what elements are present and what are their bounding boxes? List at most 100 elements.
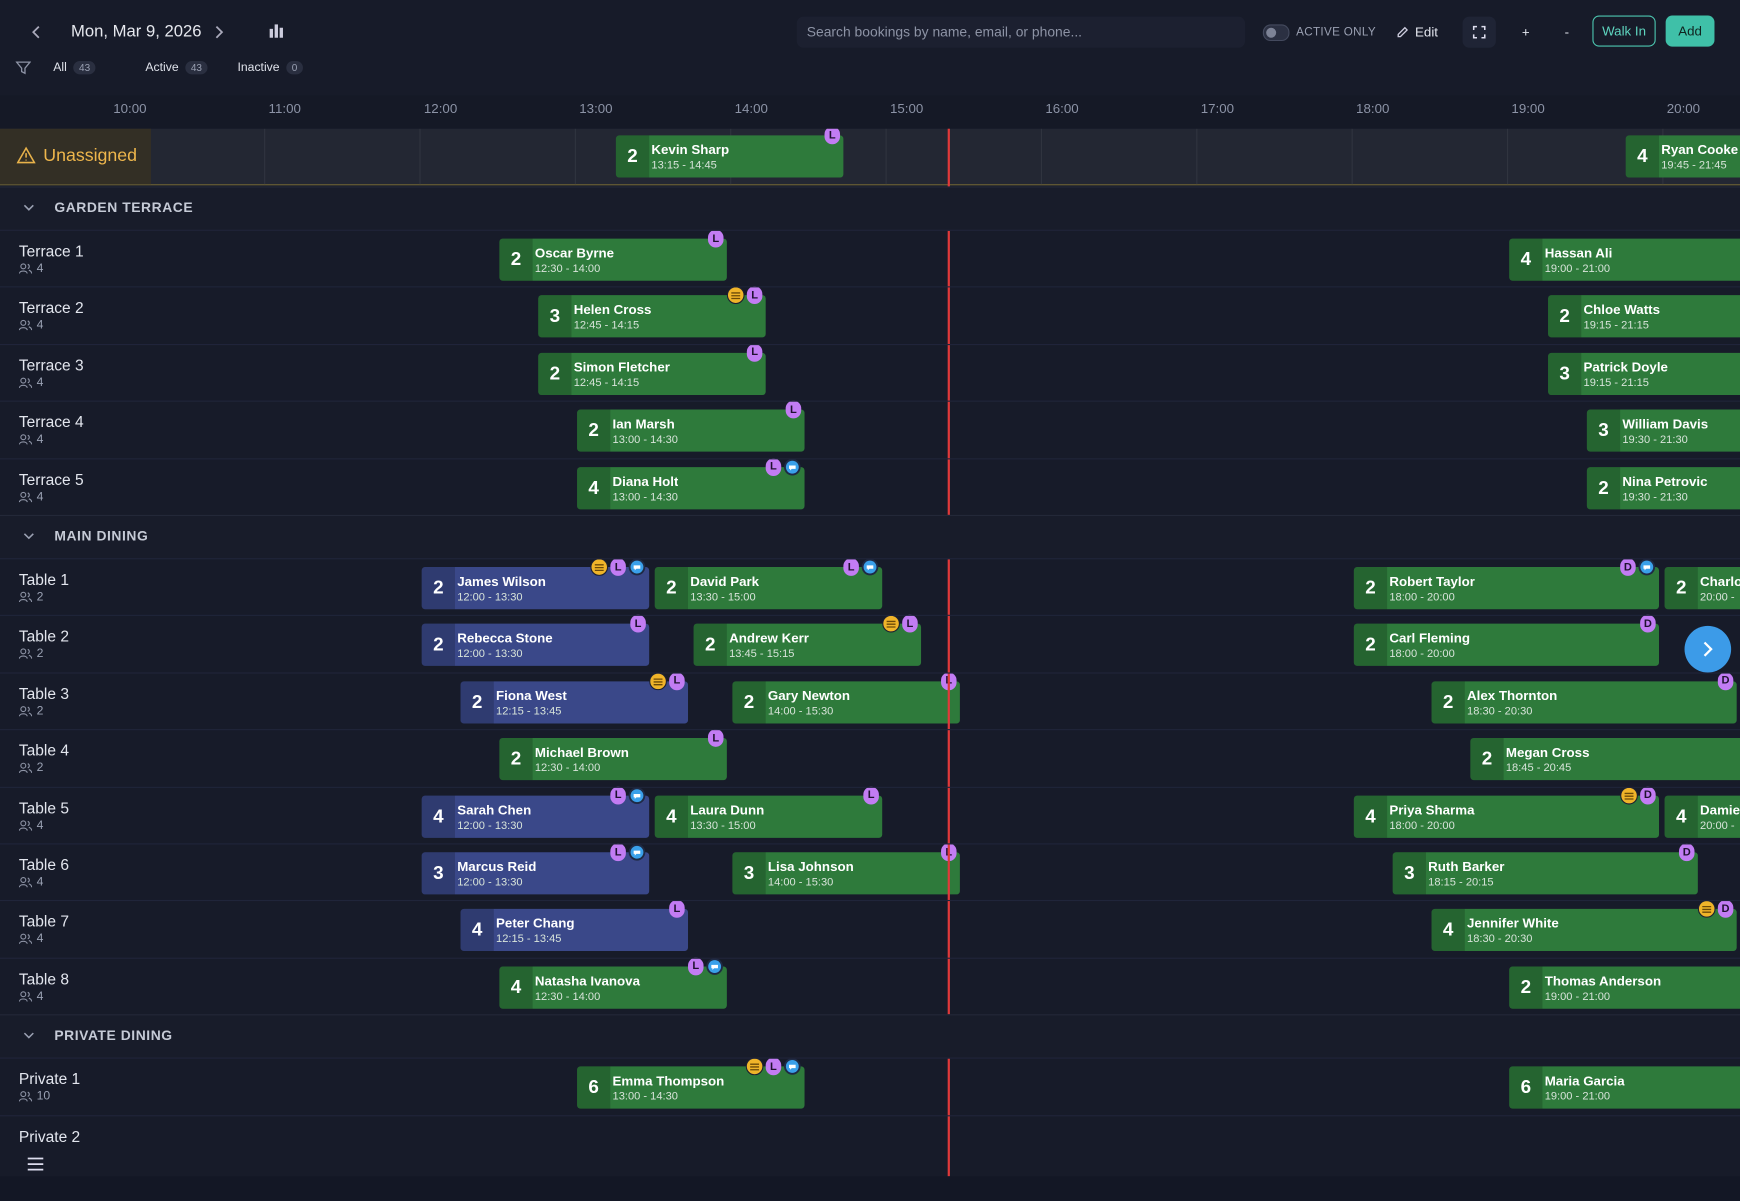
booking[interactable]: 2 Chloe Watts 19:15 - 21:15 [1548, 295, 1740, 338]
menu-icon[interactable] [27, 1156, 45, 1172]
walk-in-button[interactable]: Walk In [1592, 15, 1656, 47]
next-day[interactable] [211, 23, 227, 41]
booking-time: 19:30 - 21:30 [1622, 434, 1688, 447]
party-size: 4 [1509, 238, 1543, 281]
booking[interactable]: 4 Peter Chang 12:15 - 13:45 L [460, 900, 689, 952]
party-size: 6 [577, 1066, 611, 1109]
scroll-right-button[interactable] [1684, 625, 1732, 673]
people-icon [18, 377, 33, 388]
booking[interactable]: 3 William Davis 19:30 - 21:30 [1586, 409, 1740, 452]
search-box[interactable]: Search bookings by name, email, or phone… [796, 16, 1246, 48]
booking[interactable]: 4 Damie 20:00 - [1664, 795, 1740, 838]
note-icon [706, 958, 723, 975]
capacity-value: 4 [36, 432, 44, 447]
booking[interactable]: 2 Rebecca Stone 12:00 - 13:30 L [421, 615, 650, 667]
booking[interactable]: 4 Natasha Ivanova 12:30 - 14:00 L [499, 957, 727, 1009]
booking[interactable]: 2 Kevin Sharp 13:15 - 14:45 L [615, 128, 844, 178]
booking[interactable]: 2 Oscar Byrne 12:30 - 14:00 L [499, 229, 727, 281]
date[interactable]: Mon, Mar 9, 2026 [71, 22, 202, 42]
zoom-in[interactable]: + [1521, 24, 1530, 40]
booking-info: Kevin Sharp 13:15 - 14:45 [649, 135, 729, 177]
guest-name: Fiona West [496, 687, 567, 704]
fullscreen-button[interactable] [1462, 16, 1496, 48]
booking[interactable]: 3 Helen Cross 12:45 - 14:15 L [538, 286, 766, 338]
booking-info: Nina Petrovic 19:30 - 21:30 [1620, 467, 1707, 509]
booking[interactable]: 2 Fiona West 12:15 - 13:45 L [460, 672, 689, 724]
stats-icon[interactable] [269, 23, 285, 39]
hour-label: 20:00 [1666, 100, 1701, 117]
booking[interactable]: 4 Priya Sharma 18:00 - 20:00 D [1353, 786, 1660, 838]
note-icon [628, 843, 646, 861]
booking[interactable]: 2 Nina Petrovic 19:30 - 21:30 [1586, 466, 1740, 509]
booking[interactable]: 2 Thomas Anderson 19:00 - 21:00 [1509, 966, 1740, 1009]
booking[interactable]: 4 Ryan Cooke 19:45 - 21:45 [1625, 135, 1740, 178]
people-icon [18, 491, 33, 502]
guest-name: James Wilson [457, 573, 546, 590]
booking[interactable]: 6 Emma Thompson 13:00 - 14:30 L [577, 1057, 805, 1109]
booking[interactable]: 2 James Wilson 12:00 - 13:30 L [421, 558, 650, 610]
booking-info: Oscar Byrne 12:30 - 14:00 [533, 239, 614, 281]
party-size: 4 [460, 909, 494, 952]
warning-icon [16, 146, 36, 164]
booking[interactable]: 2 Alex Thornton 18:30 - 20:30 D [1431, 672, 1737, 724]
booking-info: Lisa Johnson 14:00 - 15:30 [766, 852, 854, 894]
booking[interactable]: 4 Jennifer White 18:30 - 20:30 D [1431, 900, 1737, 952]
booking-time: 12:45 - 14:15 [573, 320, 640, 333]
booking[interactable]: 2 David Park 13:30 - 15:00 L [654, 558, 883, 610]
hour-label: 18:00 [1356, 100, 1390, 117]
booking[interactable]: 3 Marcus Reid 12:00 - 13:30 L [421, 843, 650, 895]
booking[interactable]: 3 Patrick Doyle 19:15 - 21:15 [1548, 352, 1740, 395]
booking-info: Peter Chang 12:15 - 13:45 [494, 909, 574, 951]
booking[interactable]: 2 Simon Fletcher 12:45 - 14:15 L [538, 343, 766, 395]
table-row [0, 729, 1740, 787]
booking[interactable]: 2 Carl Fleming 18:00 - 20:00 D [1353, 615, 1660, 667]
filter-tab[interactable]: Inactive 0 [229, 59, 312, 77]
booking-time: 12:15 - 13:45 [496, 933, 562, 946]
footer [0, 1176, 1740, 1201]
guest-name: David Park [690, 573, 760, 590]
booking-tags: D [1717, 672, 1734, 691]
booking-tags: L [824, 128, 841, 145]
booking[interactable]: 4 Hassan Ali 19:00 - 21:00 [1509, 238, 1740, 281]
booking[interactable]: 2 Robert Taylor 18:00 - 20:00 D [1353, 558, 1660, 610]
table-row [0, 1114, 1740, 1173]
booking[interactable]: 2 Charlo 20:00 - [1664, 567, 1740, 610]
booking[interactable]: 2 Andrew Kerr 13:45 - 15:15 L [693, 615, 922, 667]
edit-button[interactable]: Edit [1385, 17, 1449, 48]
table-name: Table 5 [18, 798, 69, 817]
tag-badge: L [669, 672, 685, 691]
filter-tab[interactable]: All 43 [44, 59, 104, 77]
booking-time: 13:15 - 14:45 [651, 159, 717, 173]
party-size: 2 [499, 238, 533, 281]
table-name: Table 2 [18, 627, 69, 646]
booking[interactable]: 2 Megan Cross 18:45 - 20:45 [1470, 738, 1740, 781]
booking[interactable]: 4 Sarah Chen 12:00 - 13:30 L [421, 786, 650, 838]
party-size: 2 [421, 624, 455, 667]
toggle[interactable] [1262, 24, 1290, 42]
booking[interactable]: 2 Ian Marsh 13:00 - 14:30 L [577, 400, 805, 452]
scroll-right-icon [1703, 641, 1713, 657]
booking[interactable]: 4 Diana Holt 13:00 - 14:30 L [577, 457, 805, 509]
booking[interactable]: 6 Maria Garcia 19:00 - 21:00 [1509, 1066, 1740, 1109]
table-name: Terrace 3 [18, 355, 84, 374]
prev-day[interactable] [29, 23, 45, 41]
filter-tab[interactable]: Active 43 [136, 59, 216, 77]
booking-time: 18:00 - 20:00 [1389, 819, 1455, 832]
booking-time: 19:00 - 21:00 [1544, 1091, 1611, 1104]
people-icon [18, 876, 33, 888]
booking-time: 12:00 - 13:30 [457, 648, 523, 661]
toggle-label: ACTIVE ONLY [1296, 25, 1376, 39]
booking[interactable]: 3 Ruth Barker 18:15 - 20:15 D [1392, 843, 1698, 895]
zoom-out[interactable]: - [1564, 24, 1570, 40]
tag-badge: L [765, 1057, 782, 1076]
booking[interactable]: 4 Laura Dunn 13:30 - 15:00 L [654, 786, 883, 838]
tag-badge: L [746, 343, 763, 362]
filter-icon [15, 61, 32, 75]
booking[interactable]: 2 Michael Brown 12:30 - 14:00 L [499, 729, 727, 781]
add-button[interactable]: Add [1665, 15, 1715, 47]
people-icon [18, 991, 33, 1002]
people-icon [18, 705, 33, 717]
